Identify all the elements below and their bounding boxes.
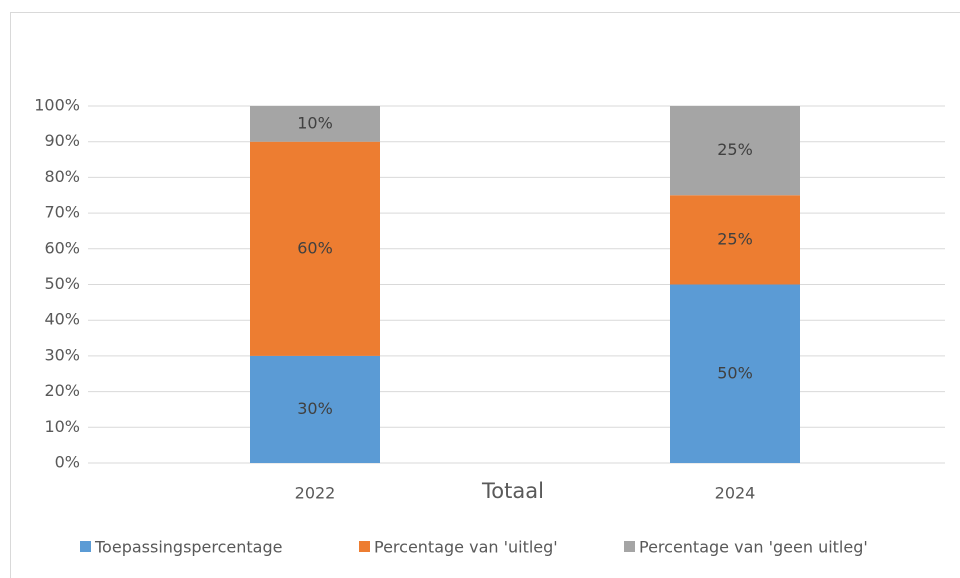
y-tick-label: 100% — [34, 96, 80, 115]
bar-segment — [670, 106, 800, 196]
x-tick-label: 2024 — [715, 484, 756, 503]
legend-label: Toepassingspercentage — [94, 538, 282, 557]
data-label: 10% — [297, 113, 333, 132]
y-tick-label: 40% — [44, 310, 80, 329]
bar-segment — [670, 195, 800, 285]
y-tick-label: 50% — [44, 274, 80, 293]
bar-segment — [250, 355, 380, 463]
y-tick-label: 80% — [44, 167, 80, 186]
legend-label: Percentage van 'geen uitleg' — [639, 538, 868, 557]
legend-label: Percentage van 'uitleg' — [374, 538, 558, 557]
data-label: 30% — [297, 399, 333, 418]
y-tick-label: 60% — [44, 238, 80, 257]
bar-segment — [250, 106, 380, 142]
legend-swatch — [624, 541, 635, 552]
bar-segment — [670, 284, 800, 463]
x-tick-label: 2022 — [295, 484, 336, 503]
data-label: 50% — [717, 363, 753, 382]
data-label: 25% — [717, 229, 753, 248]
y-tick-label: 20% — [44, 381, 80, 400]
data-label: 60% — [297, 238, 333, 257]
y-tick-label: 0% — [55, 453, 80, 472]
legend-swatch — [359, 541, 370, 552]
y-tick-label: 10% — [44, 417, 80, 436]
y-tick-label: 70% — [44, 203, 80, 222]
legend-swatch — [80, 541, 91, 552]
y-tick-label: 90% — [44, 131, 80, 150]
bar-segment — [250, 141, 380, 356]
chart-border — [10, 12, 960, 578]
x-axis-label: Totaal — [481, 479, 544, 503]
data-label: 25% — [717, 140, 753, 159]
y-tick-label: 30% — [44, 345, 80, 364]
